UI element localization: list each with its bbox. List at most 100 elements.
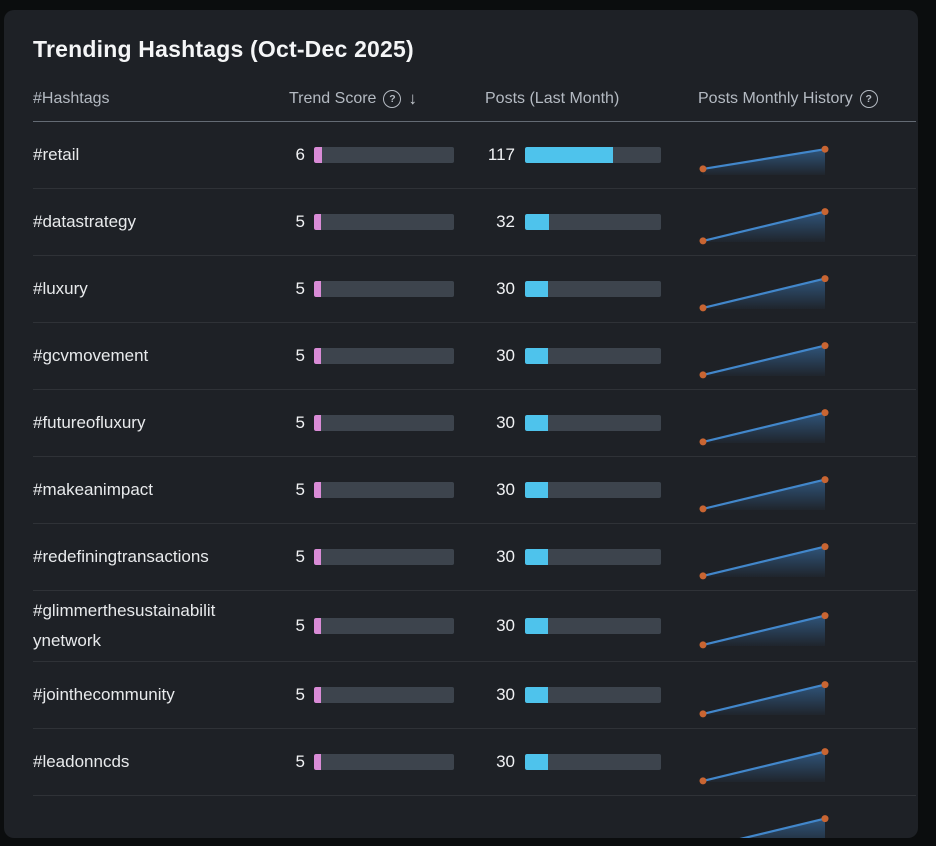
history-sparkline-cell bbox=[690, 462, 916, 518]
history-sparkline-cell bbox=[690, 598, 916, 654]
trend-score-bar bbox=[314, 281, 454, 297]
sparkline-end-dot bbox=[821, 748, 829, 756]
table-header-row: #Hashtags Trend Score ? ↓ Posts (Last Mo… bbox=[33, 77, 916, 122]
history-sparkline bbox=[699, 543, 829, 580]
posts-value: 32 bbox=[496, 212, 515, 231]
column-header-history: Posts Monthly History ? bbox=[690, 90, 916, 108]
table-row: #gcvmovement 5 30 bbox=[33, 323, 916, 390]
history-sparkline-cell bbox=[690, 395, 916, 451]
trend-score-bar bbox=[314, 618, 454, 634]
posts-value: 30 bbox=[496, 547, 515, 566]
table-row bbox=[33, 796, 916, 838]
trend-score-cell: 5 bbox=[273, 212, 467, 232]
history-sparkline bbox=[699, 342, 829, 379]
table-row: #retail 6 117 bbox=[33, 122, 916, 189]
hashtag-label: #glimmerthesustainabilitynetwork bbox=[33, 601, 216, 650]
sparkline-start-dot bbox=[699, 304, 707, 312]
column-header-trend-score[interactable]: Trend Score ? ↓ bbox=[273, 89, 467, 109]
trend-score-value: 5 bbox=[295, 480, 305, 499]
posts-bar-fill bbox=[525, 754, 548, 770]
sparkline-end-dot bbox=[821, 612, 829, 620]
sparkline-end-dot bbox=[821, 476, 829, 484]
trend-score-cell: 5 bbox=[273, 752, 467, 772]
hashtag-cell: #leadonncds bbox=[33, 747, 273, 777]
history-sparkline-cell bbox=[690, 667, 916, 723]
history-help-icon[interactable]: ? bbox=[859, 90, 878, 108]
hashtag-cell: #retail bbox=[33, 140, 273, 170]
trending-hashtags-card: Trending Hashtags (Oct-Dec 2025) #Hashta… bbox=[4, 10, 918, 838]
posts-bar-fill bbox=[525, 214, 550, 230]
trend-score-bar-fill bbox=[314, 687, 321, 703]
hashtag-label: #futureofluxury bbox=[33, 413, 146, 432]
sparkline-line bbox=[702, 411, 826, 443]
sparkline-start-dot bbox=[699, 777, 707, 785]
trend-score-bar-fill bbox=[314, 214, 321, 230]
hashtag-label: #gcvmovement bbox=[33, 346, 149, 365]
posts-bar bbox=[525, 415, 661, 431]
trend-score-bar-fill bbox=[314, 549, 321, 565]
posts-bar bbox=[525, 348, 661, 364]
history-sparkline bbox=[699, 275, 829, 312]
sparkline-end-dot bbox=[821, 275, 829, 283]
history-sparkline-cell bbox=[690, 127, 916, 183]
sparkline-area bbox=[744, 818, 825, 838]
history-sparkline bbox=[699, 681, 829, 718]
history-sparkline bbox=[699, 409, 829, 446]
trend-score-cell: 5 bbox=[273, 547, 467, 567]
trend-score-cell: 5 bbox=[273, 279, 467, 299]
posts-bar-fill bbox=[525, 618, 548, 634]
table-row: #redefiningtransactions 5 30 bbox=[33, 524, 916, 591]
posts-bar-fill bbox=[525, 549, 548, 565]
trend-score-bar bbox=[314, 754, 454, 770]
posts-bar bbox=[525, 687, 661, 703]
posts-bar bbox=[525, 549, 661, 565]
history-sparkline-cell bbox=[690, 194, 916, 250]
trend-score-cell: 5 bbox=[273, 480, 467, 500]
table-row: #jointhecommunity 5 30 bbox=[33, 662, 916, 729]
posts-value: 30 bbox=[496, 616, 515, 635]
posts-cell: 30 bbox=[467, 413, 690, 433]
posts-header-label: Posts (Last Month) bbox=[485, 90, 620, 107]
hashtag-label: #leadonncds bbox=[33, 752, 130, 771]
posts-cell: 30 bbox=[467, 279, 690, 299]
history-sparkline bbox=[699, 612, 829, 649]
trend-score-value: 5 bbox=[295, 616, 305, 635]
history-sparkline bbox=[699, 748, 829, 785]
sparkline-line bbox=[739, 817, 826, 838]
sparkline-start-dot bbox=[699, 641, 707, 649]
trend-score-bar-fill bbox=[314, 754, 321, 770]
trend-score-bar bbox=[314, 415, 454, 431]
sparkline-end-dot bbox=[821, 145, 829, 153]
sparkline-end-dot bbox=[821, 208, 829, 216]
trend-score-value: 5 bbox=[295, 547, 305, 566]
trend-score-bar bbox=[314, 482, 454, 498]
hashtag-label: #datastrategy bbox=[33, 212, 137, 231]
hashtag-label: #redefiningtransactions bbox=[33, 547, 209, 566]
posts-cell: 117 bbox=[467, 145, 690, 165]
trend-score-help-icon[interactable]: ? bbox=[383, 90, 402, 108]
trend-score-bar bbox=[314, 687, 454, 703]
sparkline-line bbox=[702, 750, 826, 782]
sparkline-start-dot bbox=[699, 371, 707, 379]
history-sparkline bbox=[699, 145, 829, 175]
posts-cell: 30 bbox=[467, 480, 690, 500]
table-row: #makeanimpact 5 30 bbox=[33, 457, 916, 524]
table-row: #leadonncds 5 30 bbox=[33, 729, 916, 796]
trend-score-cell: 6 bbox=[273, 145, 467, 165]
trend-score-value: 5 bbox=[295, 212, 305, 231]
sparkline-start-dot bbox=[699, 237, 707, 245]
trend-score-value: 6 bbox=[295, 145, 305, 164]
history-sparkline bbox=[699, 476, 829, 513]
table-body: #retail 6 117 #datastrategy 5 32 bbox=[33, 122, 916, 838]
sparkline-end-dot bbox=[821, 681, 829, 689]
trend-score-bar-fill bbox=[314, 482, 321, 498]
posts-cell: 30 bbox=[467, 346, 690, 366]
posts-bar-fill bbox=[525, 281, 548, 297]
sparkline-line bbox=[702, 344, 826, 376]
sparkline-start-dot bbox=[699, 438, 707, 446]
trend-score-bar bbox=[314, 549, 454, 565]
sort-descending-icon[interactable]: ↓ bbox=[408, 89, 417, 108]
posts-value: 30 bbox=[496, 480, 515, 499]
history-sparkline-cell bbox=[690, 801, 916, 838]
posts-bar bbox=[525, 281, 661, 297]
